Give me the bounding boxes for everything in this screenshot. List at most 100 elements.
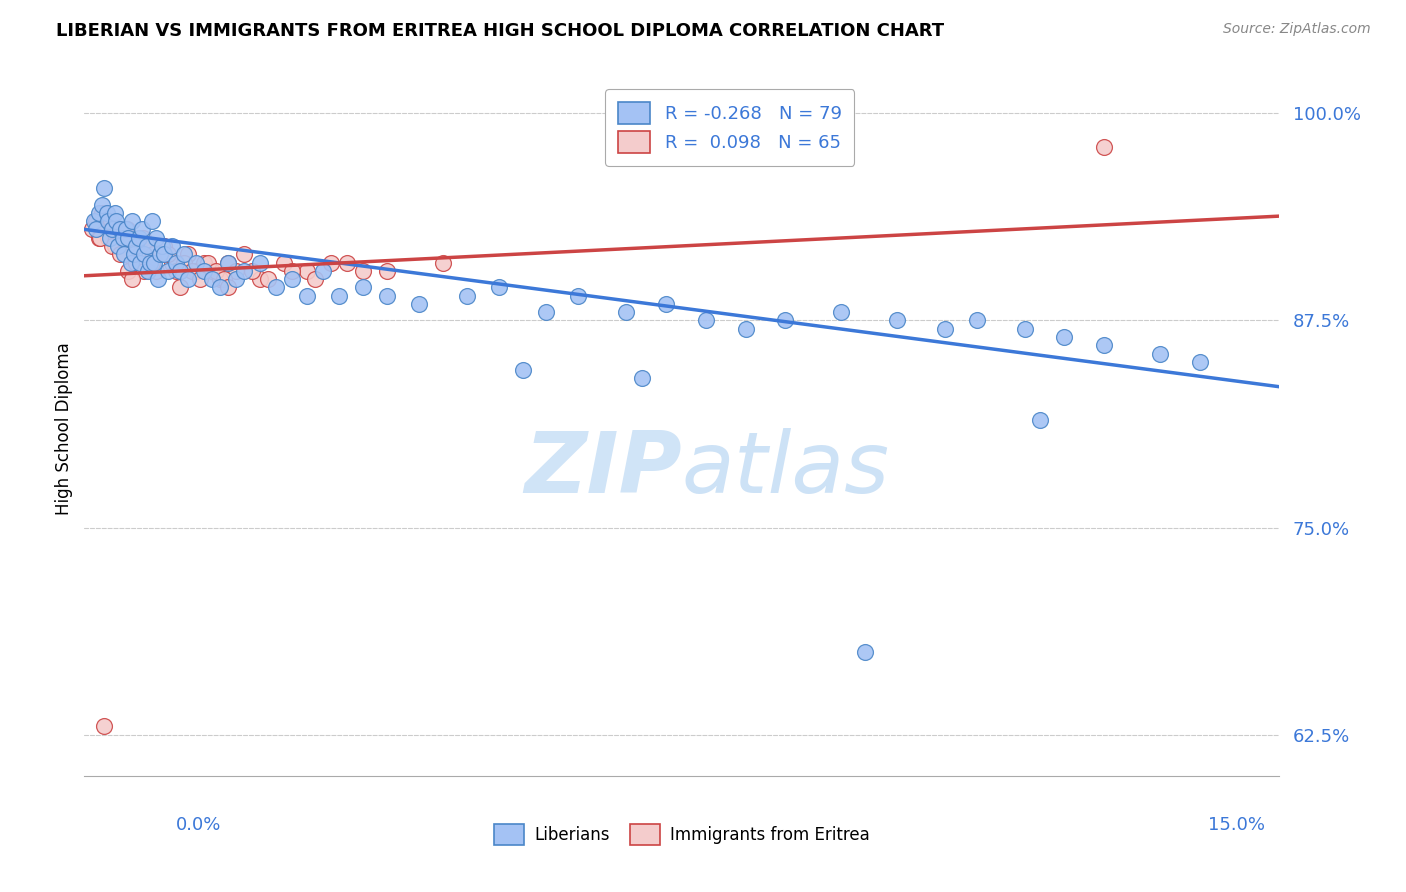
Point	[217, 280, 239, 294]
Point	[165, 255, 187, 269]
Point	[135, 239, 157, 253]
Point	[614, 305, 637, 319]
Point	[94, 222, 117, 236]
Point	[93, 719, 115, 733]
Point	[122, 247, 145, 261]
Point	[121, 214, 143, 228]
Point	[512, 363, 534, 377]
Point	[145, 230, 167, 244]
Point	[273, 255, 295, 269]
Point	[297, 264, 319, 278]
Point	[128, 230, 150, 244]
Point	[141, 214, 163, 228]
Text: LIBERIAN VS IMMIGRANTS FROM ERITREA HIGH SCHOOL DIPLOMA CORRELATION CHART: LIBERIAN VS IMMIGRANTS FROM ERITREA HIGH…	[56, 22, 945, 40]
Point	[142, 247, 165, 261]
Point	[101, 239, 124, 253]
Point	[89, 230, 111, 244]
Point	[101, 222, 124, 236]
Text: 0.0%: 0.0%	[176, 816, 221, 834]
Point	[104, 206, 127, 220]
Point	[408, 297, 430, 311]
Point	[321, 255, 343, 269]
Point	[125, 239, 148, 253]
Point	[304, 272, 326, 286]
Point	[177, 247, 200, 261]
Point	[201, 272, 224, 286]
Point	[112, 247, 135, 261]
Point	[1092, 139, 1115, 153]
Point	[107, 239, 129, 253]
Point	[138, 239, 160, 253]
Point	[197, 255, 219, 269]
Point	[312, 264, 335, 278]
Point	[256, 272, 278, 286]
Point	[122, 255, 145, 269]
Point	[1188, 355, 1211, 369]
Point	[129, 247, 152, 261]
Point	[105, 214, 128, 228]
Point	[212, 272, 235, 286]
Point	[93, 181, 115, 195]
Point	[193, 255, 215, 269]
Point	[169, 280, 191, 294]
Legend: Liberians, Immigrants from Eritrea: Liberians, Immigrants from Eritrea	[488, 818, 876, 851]
Point	[153, 247, 176, 261]
Point	[232, 247, 254, 261]
Point	[138, 255, 160, 269]
Point	[655, 297, 678, 311]
Point	[110, 222, 132, 236]
Point	[225, 264, 247, 278]
Point	[280, 264, 302, 278]
Point	[117, 230, 139, 244]
Point	[83, 214, 105, 228]
Point	[184, 255, 207, 269]
Point	[1029, 413, 1052, 427]
Point	[152, 239, 174, 253]
Text: atlas: atlas	[682, 428, 890, 511]
Point	[232, 264, 254, 278]
Point	[114, 222, 136, 236]
Point	[1149, 346, 1171, 360]
Point	[775, 313, 797, 327]
Point	[375, 264, 398, 278]
Point	[120, 230, 142, 244]
Point	[132, 230, 155, 244]
Point	[193, 264, 215, 278]
Point	[107, 222, 129, 236]
Point	[432, 255, 454, 269]
Point	[173, 255, 195, 269]
Point	[966, 313, 988, 327]
Point	[87, 206, 110, 220]
Point	[121, 272, 143, 286]
Point	[280, 272, 302, 286]
Point	[157, 247, 180, 261]
Point	[734, 322, 756, 336]
Point	[264, 280, 287, 294]
Point	[631, 371, 654, 385]
Point	[205, 264, 228, 278]
Point	[143, 255, 166, 269]
Point	[201, 264, 224, 278]
Text: 15.0%: 15.0%	[1208, 816, 1265, 834]
Point	[110, 247, 132, 261]
Point	[149, 247, 172, 261]
Point	[131, 222, 153, 236]
Point	[1014, 322, 1036, 336]
Point	[117, 222, 139, 236]
Point	[104, 239, 127, 253]
Point	[157, 264, 180, 278]
Point	[153, 239, 176, 253]
Point	[87, 230, 110, 244]
Point	[249, 272, 271, 286]
Point	[125, 255, 148, 269]
Point	[456, 288, 478, 302]
Point	[111, 230, 134, 244]
Point	[830, 305, 852, 319]
Point	[177, 272, 200, 286]
Point	[336, 255, 359, 269]
Point	[141, 255, 163, 269]
Point	[110, 230, 132, 244]
Point	[169, 264, 191, 278]
Y-axis label: High School Diploma: High School Diploma	[55, 342, 73, 515]
Point	[96, 206, 118, 220]
